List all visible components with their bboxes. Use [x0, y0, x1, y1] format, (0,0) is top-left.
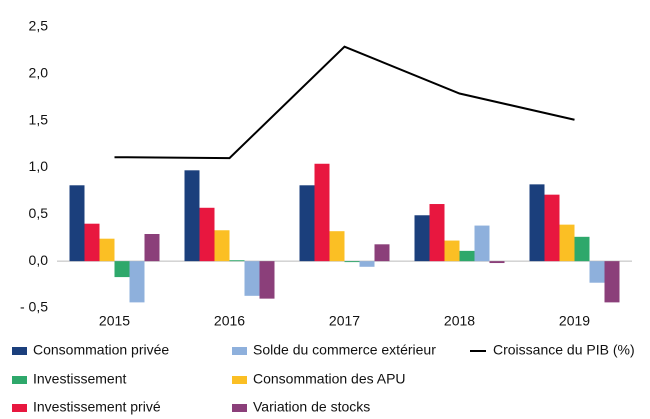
bar [84, 223, 100, 262]
bar [344, 261, 360, 263]
bar [589, 261, 605, 283]
bar [604, 261, 620, 303]
bar [459, 250, 475, 262]
bar [114, 261, 130, 278]
y-tick-label: 1,5 [29, 111, 49, 127]
y-tick-label: 0,5 [29, 205, 49, 221]
bar [474, 225, 490, 262]
bar [429, 204, 445, 262]
legend-label: Consommation privée [33, 342, 169, 358]
legend-swatch [12, 376, 27, 384]
y-tick-label: 1,0 [29, 158, 49, 174]
legend-label: Investissement [33, 371, 126, 387]
bar [259, 261, 275, 299]
legend-label: Investissement privé [33, 399, 161, 415]
bar [374, 244, 390, 262]
bar [99, 238, 115, 262]
legend-swatch [232, 404, 247, 412]
bar [199, 207, 215, 262]
bar [69, 185, 85, 262]
bar [414, 215, 430, 262]
bar [529, 184, 545, 262]
bar [229, 260, 245, 262]
x-tick-label: 2019 [559, 313, 590, 329]
bar [144, 234, 160, 262]
x-tick-label: 2018 [444, 313, 475, 329]
bar [244, 261, 260, 296]
bar [544, 194, 560, 262]
y-tick-label: 2,5 [29, 18, 49, 34]
y-tick-label: 0,0 [29, 252, 49, 268]
bar [329, 231, 345, 262]
bar [129, 261, 145, 303]
bar [314, 163, 330, 262]
legend-swatch [12, 404, 27, 412]
y-tick-label: 2,0 [29, 65, 49, 81]
bar [299, 185, 315, 262]
bar [574, 236, 590, 262]
x-tick-label: 2015 [99, 313, 130, 329]
legend-swatch [12, 347, 27, 355]
legend-label: Croissance du PIB (%) [493, 342, 635, 358]
bar [214, 230, 230, 262]
bar [359, 261, 375, 267]
legend-swatch [232, 347, 247, 355]
x-tick-label: 2016 [214, 313, 245, 329]
y-tick-label: - 0,5 [20, 299, 48, 315]
bar [184, 170, 200, 262]
legend-label: Solde du commerce extérieur [253, 342, 436, 358]
legend-swatch [232, 376, 247, 384]
line [114, 45, 575, 160]
bar [489, 261, 505, 264]
legend-label: Variation de stocks [253, 399, 370, 415]
x-tick-label: 2017 [329, 313, 360, 329]
bar [559, 224, 575, 262]
legend-label: Consommation des APU [253, 371, 406, 387]
bar [444, 240, 460, 262]
